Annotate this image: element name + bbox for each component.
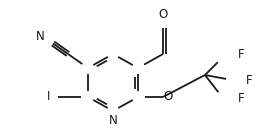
Text: F: F (246, 74, 253, 87)
Text: I: I (47, 91, 50, 104)
Text: F: F (238, 92, 245, 105)
Text: O: O (163, 91, 172, 104)
Text: N: N (109, 114, 117, 127)
Text: F: F (238, 48, 245, 62)
Text: N: N (36, 30, 44, 43)
Text: O: O (158, 9, 168, 22)
